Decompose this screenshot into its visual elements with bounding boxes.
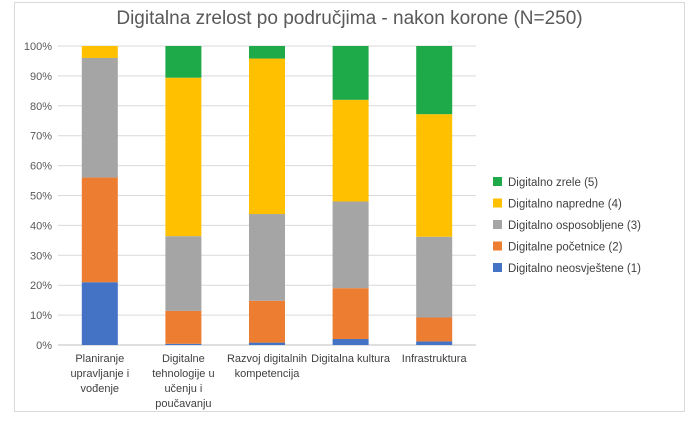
bar-segment <box>165 236 202 311</box>
x-tick-label: učenju i <box>164 383 202 395</box>
y-tick-label: 40% <box>30 220 52 232</box>
legend-label: Digitalno neosvještene (1) <box>508 263 641 275</box>
legend-swatch <box>493 198 502 208</box>
bar-segment <box>416 317 453 342</box>
chart-title: Digitalna zrelost po područjima - nakon … <box>116 8 583 29</box>
y-tick-label: 70% <box>30 131 52 143</box>
bar-segment <box>332 201 369 289</box>
bar-segment <box>249 46 285 59</box>
y-tick-label: 60% <box>30 161 52 173</box>
bar-segment <box>332 46 369 100</box>
bar-segment <box>332 339 369 345</box>
bar-segment <box>332 99 369 202</box>
legend-label: Digitalno napredne (4) <box>508 199 622 211</box>
x-tick-label: upravljanje i <box>70 368 129 380</box>
x-tick-label: poučavanju <box>155 398 211 410</box>
y-tick-label: 20% <box>30 280 52 292</box>
bar-segment <box>416 114 453 237</box>
legend-label: Digitalno zrele (5) <box>508 177 598 189</box>
legend-label: Digitalne početnice (2) <box>508 242 623 254</box>
bar-segment <box>249 214 285 301</box>
bar-segment <box>81 57 118 178</box>
bar-segment <box>332 288 369 340</box>
bar-segment <box>165 77 202 237</box>
legend-label: Digitalno osposobljene (3) <box>508 220 641 232</box>
bar-segment <box>249 342 285 345</box>
x-tick-label: kompetencija <box>235 368 301 380</box>
bar-segment <box>165 310 202 344</box>
legend-swatch <box>493 220 502 229</box>
bar-segment <box>81 282 118 345</box>
y-tick-label: 90% <box>30 71 52 83</box>
legend-swatch <box>493 241 502 251</box>
x-tick-label: Digitalne <box>162 353 205 365</box>
legend-swatch <box>493 263 502 272</box>
y-tick-label: 10% <box>30 310 52 322</box>
x-tick-label: Planiranje <box>75 353 124 365</box>
y-tick-label: 30% <box>30 250 52 262</box>
x-tick-label: Infrastruktura <box>402 353 468 365</box>
x-tick-label: vođenje <box>81 383 120 395</box>
bar-segment <box>416 341 453 345</box>
x-tick-label: Razvoj digitalnih <box>227 353 307 365</box>
bar-segment <box>165 46 202 78</box>
bar-segment <box>81 177 118 283</box>
bar-segment <box>249 58 285 215</box>
y-tick-label: 50% <box>30 191 52 203</box>
legend-swatch <box>493 177 502 186</box>
bar-segment <box>165 343 202 345</box>
bar-segment <box>416 46 453 115</box>
y-tick-label: 100% <box>24 41 52 53</box>
y-tick-label: 0% <box>36 340 52 352</box>
x-tick-label: tehnologije u <box>152 368 214 380</box>
bar-segment <box>81 46 118 58</box>
bar-segment <box>249 300 285 343</box>
y-tick-label: 80% <box>30 101 52 113</box>
x-tick-label: Digitalna kultura <box>311 353 391 365</box>
bar-segment <box>416 236 453 318</box>
